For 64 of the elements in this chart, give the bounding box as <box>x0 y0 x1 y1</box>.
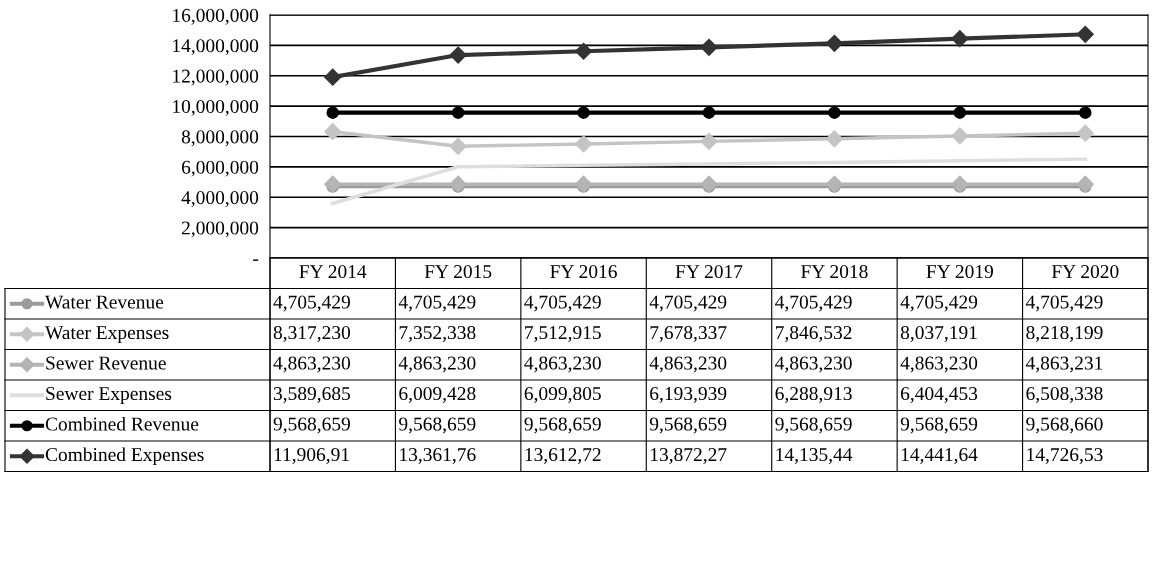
data-label: 8,218,199 <box>1026 326 1103 342</box>
data-label: 7,352,338 <box>399 326 476 342</box>
data-label: 9,568,659 <box>524 417 601 434</box>
data-label: 6,288,913 <box>775 387 852 403</box>
data-label: 4,705,429 <box>398 295 476 312</box>
data-label: 7,678,337 <box>650 326 727 342</box>
y-tick-label: 14,000,000 <box>173 39 259 56</box>
data-label: 4,863,230 <box>900 356 978 373</box>
y-tick-label: 4,000,000 <box>181 191 259 207</box>
legend-label: Combined Expenses <box>45 447 204 466</box>
data-label: 4,705,429 <box>273 295 350 312</box>
data-label: 6,193,939 <box>650 387 727 403</box>
data-label: 4,705,429 <box>524 295 601 312</box>
data-label: 8,037,191 <box>900 326 977 342</box>
legend-label: Sewer Expenses <box>46 387 172 405</box>
data-label: 4,863,230 <box>273 356 351 373</box>
data-label: 13,612,72 <box>525 448 601 464</box>
data-label: 9,568,659 <box>649 417 727 434</box>
data-label: 7,512,915 <box>525 326 601 342</box>
data-label: 14,135,44 <box>776 448 853 464</box>
data-label: 4,705,429 <box>900 295 978 312</box>
y-tick-label: 6,000,000 <box>181 160 259 177</box>
data-label: 4,705,429 <box>1025 295 1103 312</box>
data-label: 4,863,230 <box>649 356 727 373</box>
y-tick-label: 16,000,000 <box>173 8 259 25</box>
data-label: 9,568,659 <box>273 417 350 434</box>
data-label: 7,846,532 <box>776 326 852 342</box>
data-label: 11,906,91 <box>274 448 349 464</box>
data-label: 9,568,659 <box>900 417 978 434</box>
data-label: 14,726,53 <box>1027 448 1103 464</box>
data-label: 6,404,453 <box>900 387 978 403</box>
x-tick-label: FY 2020 <box>1051 265 1119 279</box>
data-label: 9,568,659 <box>775 417 852 434</box>
data-label: 9,568,659 <box>399 417 476 434</box>
y-tick-label: 8,000,000 <box>181 130 259 147</box>
data-label: 13,872,27 <box>651 448 727 464</box>
x-tick-label: FY 2015 <box>424 265 492 279</box>
legend-label: Water Expenses <box>45 326 169 344</box>
data-label: 13,361,76 <box>400 448 476 464</box>
y-tick-label: - <box>253 259 259 261</box>
y-tick-label: 2,000,000 <box>181 221 259 238</box>
y-tick-label: 12,000,000 <box>173 69 259 86</box>
data-label: 9,568,660 <box>1026 417 1103 434</box>
legend-label: Combined Revenue <box>45 416 199 431</box>
data-label: 4,863,230 <box>398 356 476 373</box>
data-label: 4,863,230 <box>524 356 601 373</box>
y-tick-label: 10,000,000 <box>173 99 259 116</box>
data-label: 4,705,429 <box>775 295 852 312</box>
data-label: 6,099,805 <box>524 387 601 403</box>
data-label: 4,863,230 <box>775 356 852 373</box>
legend-label: Sewer Revenue <box>46 356 166 370</box>
x-tick-label: FY 2019 <box>926 265 993 279</box>
x-tick-label: FY 2014 <box>299 265 367 279</box>
data-label: 8,317,230 <box>273 326 351 342</box>
x-tick-label: FY 2017 <box>675 265 743 279</box>
data-label: 6,009,428 <box>399 387 476 403</box>
data-label: 14,441,64 <box>901 448 978 464</box>
data-label: 6,508,338 <box>1026 387 1103 403</box>
x-tick-label: FY 2016 <box>550 265 617 279</box>
data-label: 3,589,685 <box>273 387 351 403</box>
x-tick-label: FY 2018 <box>801 265 868 279</box>
data-label: 4,705,429 <box>649 295 727 312</box>
data-label: 4,863,231 <box>1025 356 1103 373</box>
legend-label: Water Revenue <box>45 295 164 309</box>
